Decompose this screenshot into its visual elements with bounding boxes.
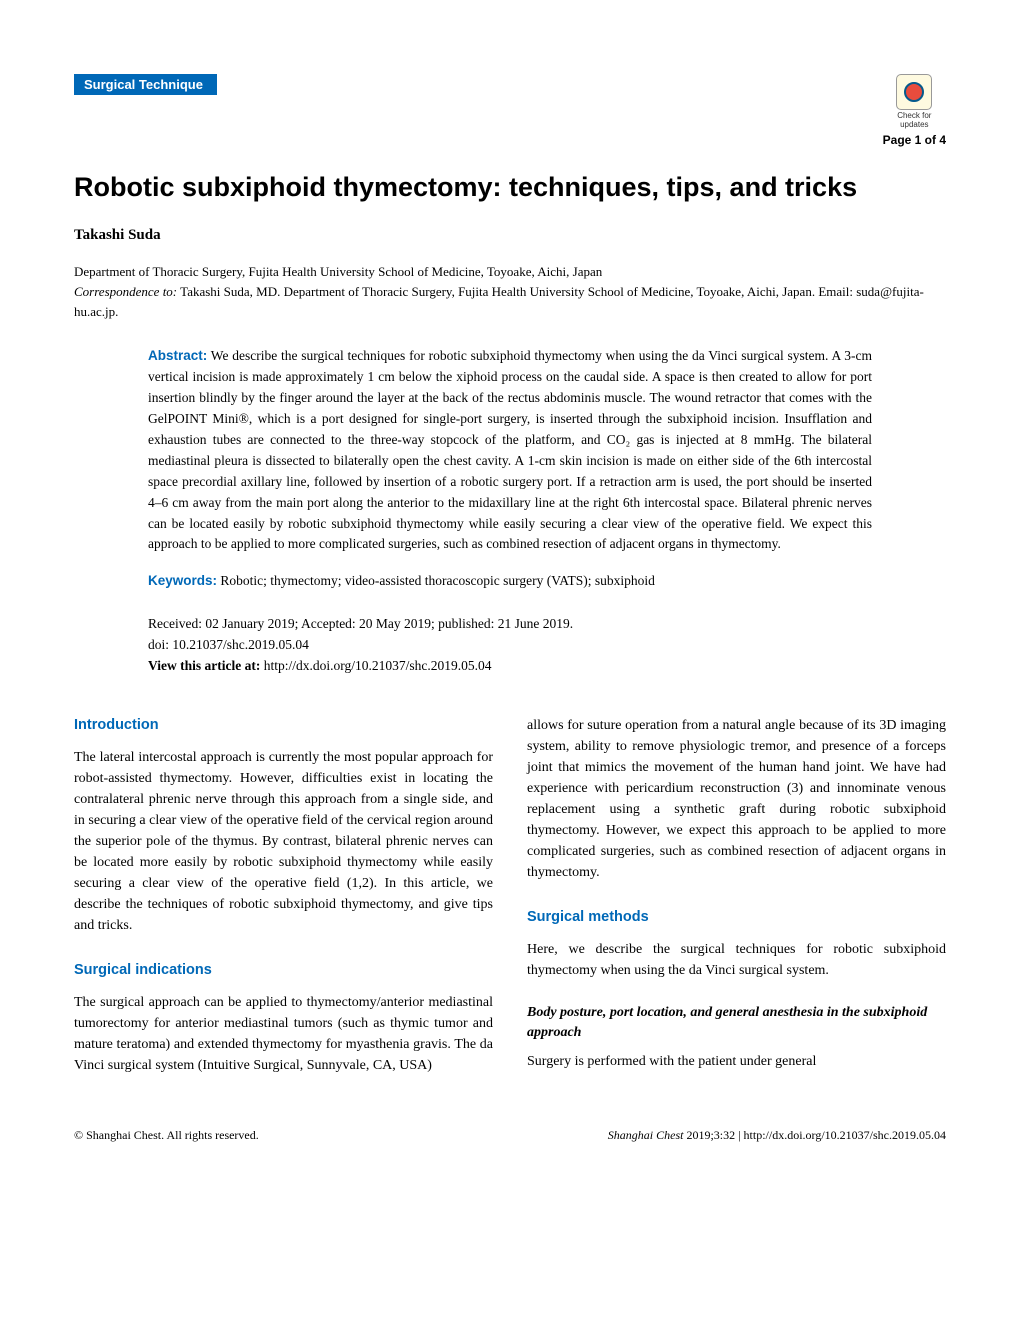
doi-line: doi: 10.21037/shc.2019.05.04 — [148, 635, 872, 656]
correspondence-line: Correspondence to: Takashi Suda, MD. Dep… — [74, 282, 946, 322]
introduction-heading: Introduction — [74, 715, 493, 737]
abstract-text: We describe the surgical techniques for … — [148, 348, 872, 551]
footer-rest: 2019;3:32 | http://dx.doi.org/10.21037/s… — [683, 1128, 946, 1142]
footer-copyright: © Shanghai Chest. All rights reserved. — [74, 1128, 259, 1143]
page-marker: Page 1 of 4 — [883, 133, 946, 147]
keywords-text: Robotic; thymectomy; video-assisted thor… — [217, 573, 655, 588]
keywords-label: Keywords: — [148, 573, 217, 588]
introduction-text: The lateral intercostal approach is curr… — [74, 747, 493, 936]
surgical-indications-text: The surgical approach can be applied to … — [74, 992, 493, 1076]
footer-journal: Shanghai Chest — [608, 1128, 684, 1142]
correspondence-label: Correspondence to: — [74, 284, 177, 299]
check-updates-icon — [896, 74, 932, 110]
category-badge: Surgical Technique — [74, 74, 217, 95]
footer-citation: Shanghai Chest 2019;3:32 | http://dx.doi… — [608, 1128, 946, 1143]
surgical-methods-heading: Surgical methods — [527, 907, 946, 929]
view-article-url[interactable]: http://dx.doi.org/10.21037/shc.2019.05.0… — [260, 658, 491, 673]
article-title: Robotic subxiphoid thymectomy: technique… — [74, 171, 946, 205]
surgical-indications-heading: Surgical indications — [74, 960, 493, 982]
right-column: allows for suture operation from a natur… — [527, 715, 946, 1076]
view-article-label: View this article at: — [148, 658, 260, 673]
abstract-label: Abstract: — [148, 348, 207, 363]
check-updates-text-2: updates — [883, 120, 946, 129]
dates-line: Received: 02 January 2019; Accepted: 20 … — [148, 614, 872, 635]
body-posture-subheading: Body posture, port location, and general… — [527, 1003, 946, 1044]
view-article-line: View this article at: http://dx.doi.org/… — [148, 656, 872, 677]
left-column: Introduction The lateral intercostal app… — [74, 715, 493, 1076]
right-column-continuation: allows for suture operation from a natur… — [527, 715, 946, 883]
correspondence-text: Takashi Suda, MD. Department of Thoracic… — [74, 284, 924, 319]
two-column-body: Introduction The lateral intercostal app… — [74, 715, 946, 1076]
affiliation-block: Department of Thoracic Surgery, Fujita H… — [74, 262, 946, 322]
body-posture-text: Surgery is performed with the patient un… — [527, 1051, 946, 1072]
department-text: Department of Thoracic Surgery, Fujita H… — [74, 262, 946, 282]
page-footer: © Shanghai Chest. All rights reserved. S… — [74, 1128, 946, 1143]
meta-block: Received: 02 January 2019; Accepted: 20 … — [148, 614, 872, 677]
keywords-block: Keywords: Robotic; thymectomy; video-ass… — [148, 571, 872, 592]
surgical-methods-text: Here, we describe the surgical technique… — [527, 939, 946, 981]
author-name: Takashi Suda — [74, 227, 946, 244]
abstract-block: Abstract: We describe the surgical techn… — [148, 346, 872, 555]
check-updates-text-1: Check for — [883, 111, 946, 120]
check-updates-widget[interactable]: Check for updates — [883, 74, 946, 129]
